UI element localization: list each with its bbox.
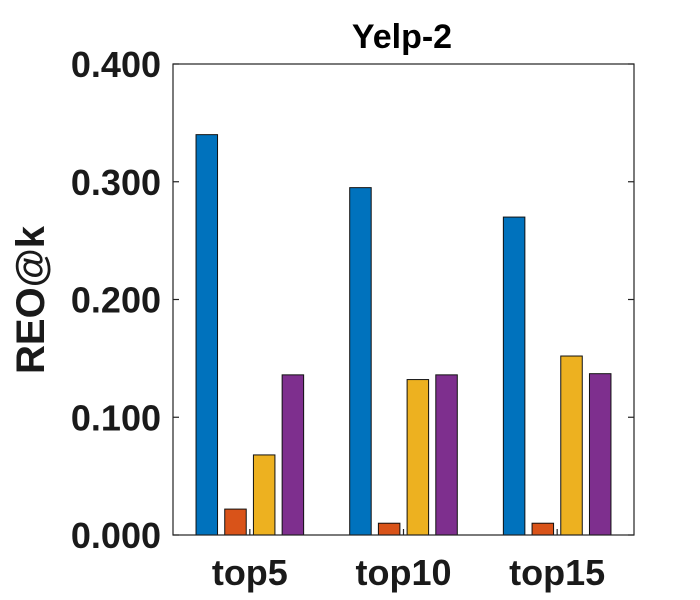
y-tick-label: 0.000 <box>71 515 161 556</box>
bar-top5-s3 <box>252 454 276 536</box>
bar-top15-s3 <box>560 355 583 536</box>
y-tick-label: 0.100 <box>71 397 161 438</box>
chart-title: Yelp-2 <box>352 18 452 56</box>
x-tick-label: top15 <box>509 552 605 593</box>
bar-top5-s2 <box>224 508 247 536</box>
bar-top10-s1 <box>349 187 372 536</box>
bar-top10-s3 <box>406 379 430 536</box>
bar-top10-s2 <box>377 522 401 536</box>
bar-top15-s2 <box>531 522 555 536</box>
bar-top5-s1 <box>195 134 219 536</box>
plot-frame <box>172 63 635 536</box>
y-tick-label: 0.200 <box>71 280 161 321</box>
y-tick-label: 0.300 <box>71 162 161 203</box>
y-tick-label: 0.400 <box>71 44 161 85</box>
bar-top15-s4 <box>588 373 612 536</box>
y-axis-label: REO@k <box>9 225 53 374</box>
bar-top15-s1 <box>502 216 526 536</box>
x-tick-label: top10 <box>355 552 451 593</box>
bar-top5-s4 <box>281 374 305 536</box>
bar-top10-s4 <box>435 374 458 536</box>
x-tick-label: top5 <box>212 552 288 593</box>
